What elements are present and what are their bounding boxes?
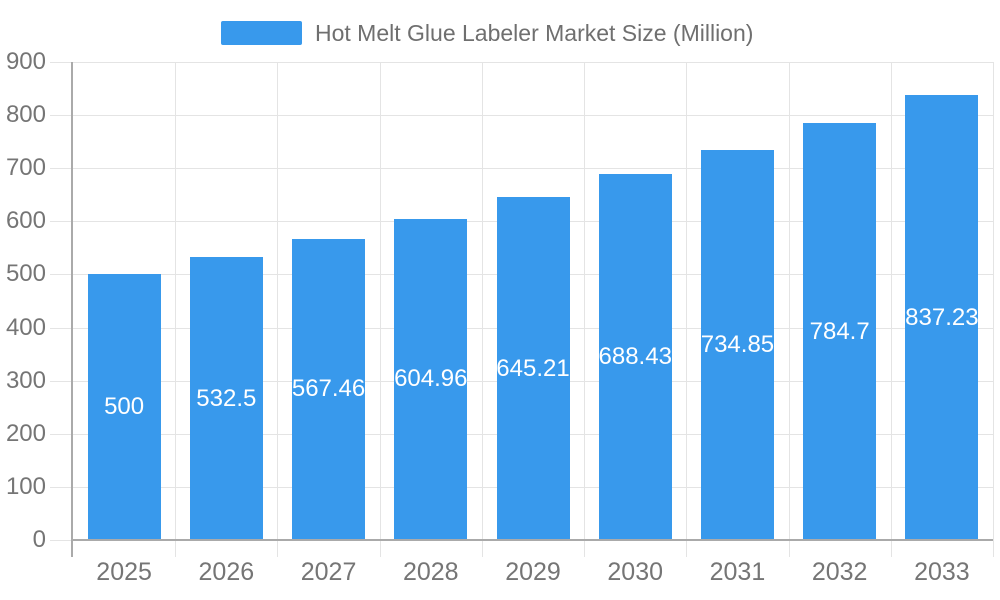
bar-value-label: 688.43 xyxy=(598,343,672,371)
bar[interactable] xyxy=(905,95,979,540)
y-tick-label: 800 xyxy=(5,101,46,128)
v-gridline xyxy=(380,62,381,540)
h-gridline xyxy=(50,62,993,63)
bar[interactable] xyxy=(496,197,570,540)
x-tick-label: 2027 xyxy=(300,558,357,586)
y-axis-tick xyxy=(50,540,71,541)
v-gridline xyxy=(277,62,278,540)
chart-legend[interactable]: Hot Melt Glue Labeler Market Size (Milli… xyxy=(221,19,753,47)
bar[interactable] xyxy=(803,123,877,540)
x-axis-tick xyxy=(482,540,483,557)
bar-value-label: 837.23 xyxy=(905,303,979,331)
h-gridline xyxy=(50,168,993,169)
x-axis-tick xyxy=(175,540,176,557)
v-gridline xyxy=(891,62,892,540)
y-tick-label: 100 xyxy=(5,473,46,500)
y-axis-line xyxy=(71,62,73,557)
x-tick-label: 2030 xyxy=(607,558,664,586)
bar-value-label: 734.85 xyxy=(700,330,775,358)
y-tick-label: 300 xyxy=(5,367,46,394)
bar-value-label: 500 xyxy=(104,393,145,421)
x-axis-line xyxy=(71,539,993,541)
v-gridline xyxy=(482,62,483,540)
x-axis-tick xyxy=(277,540,278,557)
x-axis-tick xyxy=(686,540,687,557)
v-gridline xyxy=(584,62,585,540)
legend-swatch xyxy=(221,21,302,45)
v-gridline xyxy=(175,62,176,540)
x-tick-label: 2031 xyxy=(709,558,766,586)
bar[interactable] xyxy=(292,238,366,540)
y-tick-label: 900 xyxy=(5,48,46,75)
x-tick-label: 2026 xyxy=(198,558,255,586)
bar-value-label: 532.5 xyxy=(196,384,257,412)
x-axis-tick xyxy=(789,540,790,557)
y-tick-label: 500 xyxy=(5,260,46,287)
x-axis-tick xyxy=(891,540,892,557)
bar[interactable] xyxy=(394,218,468,540)
x-tick-label: 2032 xyxy=(811,558,868,586)
x-tick-label: 2025 xyxy=(96,558,152,586)
x-axis-tick xyxy=(993,540,994,557)
y-tick-label: 700 xyxy=(5,154,46,181)
v-gridline xyxy=(789,62,790,540)
bar[interactable] xyxy=(189,257,263,540)
bar-value-label: 645.21 xyxy=(496,354,570,382)
x-tick-label: 2028 xyxy=(402,558,459,586)
y-tick-label: 200 xyxy=(5,420,46,447)
bar[interactable] xyxy=(87,274,161,540)
chart-title: Hot Melt Glue Labeler Market Size (Milli… xyxy=(315,20,754,46)
bar-value-label: 604.96 xyxy=(394,365,468,393)
x-axis-tick xyxy=(380,540,381,557)
y-tick-label: 600 xyxy=(5,207,46,234)
bar[interactable] xyxy=(598,174,672,540)
x-tick-label: 2029 xyxy=(505,558,561,586)
y-tick-label: 400 xyxy=(5,314,46,341)
x-tick-label: 2033 xyxy=(914,558,970,586)
v-gridline xyxy=(686,62,687,540)
bar-value-label: 567.46 xyxy=(291,375,366,403)
x-axis-tick xyxy=(584,540,585,557)
bar-value-label: 784.7 xyxy=(809,317,870,345)
y-tick-label: 0 xyxy=(32,526,46,553)
v-gridline xyxy=(993,62,994,540)
h-gridline xyxy=(50,115,993,116)
bar[interactable] xyxy=(700,149,774,540)
